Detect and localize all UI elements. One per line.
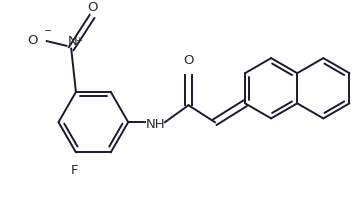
Text: +: + [75, 36, 82, 45]
Text: −: − [44, 26, 52, 36]
Text: N: N [67, 35, 77, 48]
Text: NH: NH [146, 117, 166, 131]
Text: O: O [88, 1, 98, 14]
Text: F: F [70, 164, 78, 177]
Text: O: O [183, 54, 194, 67]
Text: O: O [28, 34, 38, 47]
